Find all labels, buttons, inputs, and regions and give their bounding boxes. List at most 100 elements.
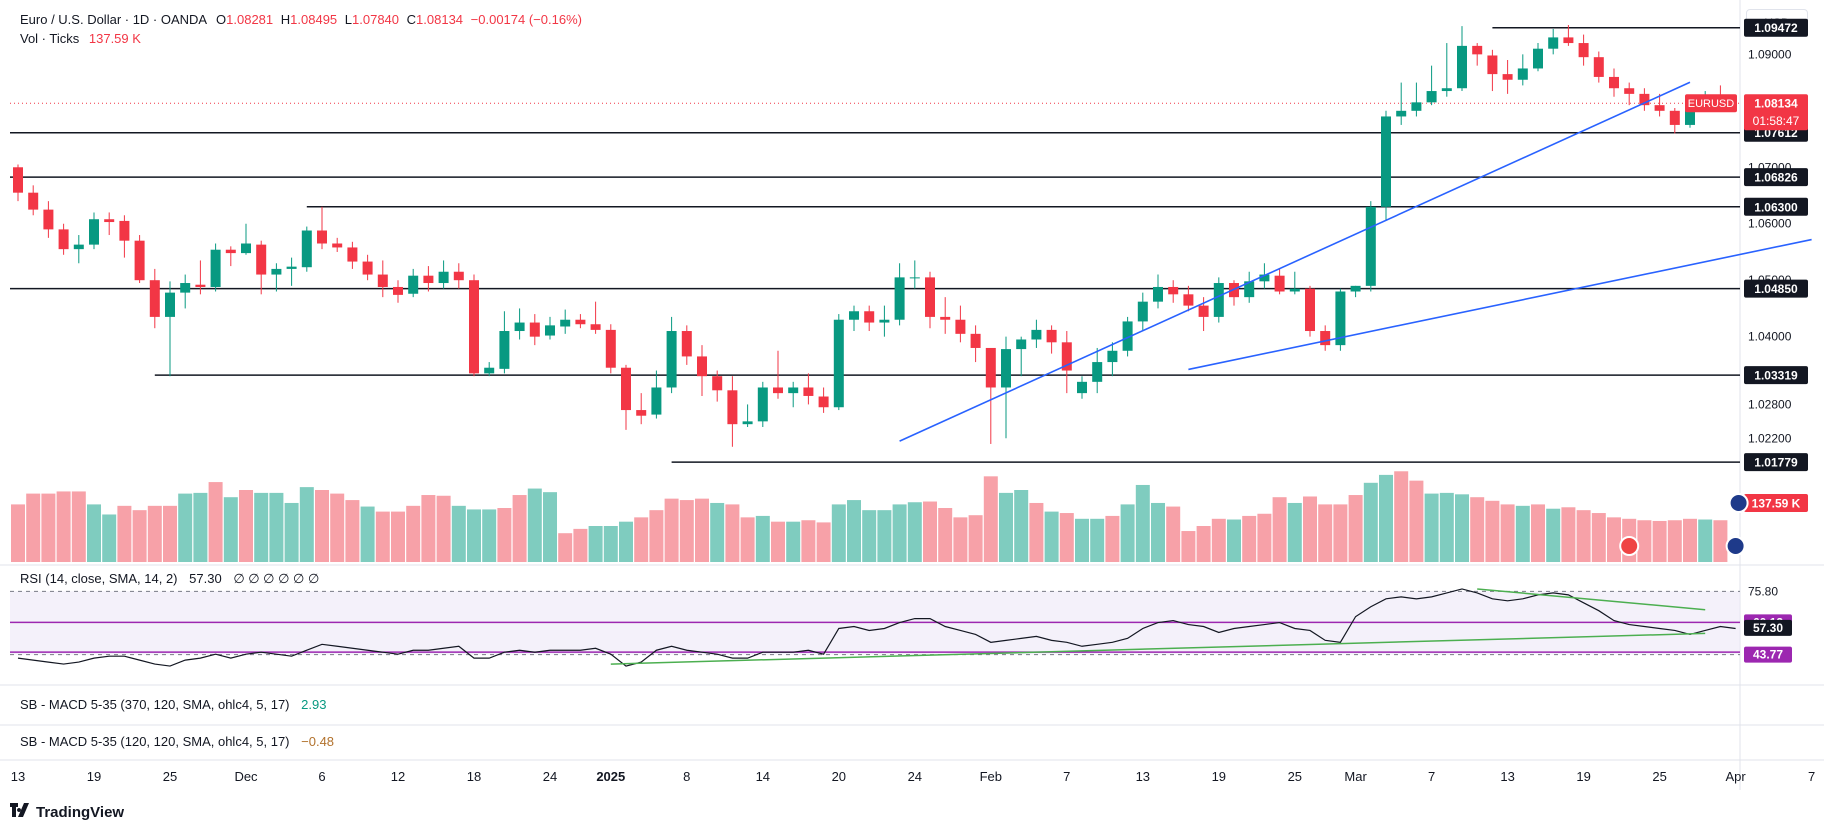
volume-bar bbox=[892, 504, 907, 562]
volume-bars bbox=[11, 471, 1728, 562]
volume-bar bbox=[1531, 504, 1545, 562]
volume-bar bbox=[1515, 505, 1530, 562]
candle-body bbox=[1639, 93, 1650, 106]
macd1-legend[interactable]: SB - MACD 5-35 (370, 120, SMA, ohlc4, 5,… bbox=[20, 697, 326, 712]
volume-bar bbox=[664, 498, 679, 562]
volume-bar bbox=[588, 526, 603, 562]
volume-bar bbox=[816, 522, 831, 562]
tradingview-logo[interactable]: TradingView bbox=[10, 803, 124, 821]
candle-body bbox=[1411, 102, 1422, 111]
volume-bar bbox=[695, 498, 709, 562]
volume-bar bbox=[56, 491, 71, 562]
time-tick-label: Mar bbox=[1344, 769, 1367, 784]
tradingview-logo-icon bbox=[10, 803, 32, 821]
volume-bar bbox=[1029, 502, 1044, 562]
rsi-tick-label: 75.80 bbox=[1748, 584, 1778, 598]
candle-body bbox=[165, 292, 175, 317]
candle-body bbox=[1654, 105, 1665, 111]
candle-body bbox=[757, 387, 768, 422]
volume-bar bbox=[1713, 520, 1728, 562]
candle-body bbox=[909, 277, 920, 279]
volume-bar bbox=[254, 492, 269, 562]
volume-bar bbox=[360, 506, 375, 562]
volume-bar bbox=[968, 515, 983, 562]
volume-bar bbox=[831, 504, 846, 562]
volume-bar bbox=[178, 493, 193, 562]
volume-bar bbox=[299, 487, 314, 562]
volume-bar bbox=[315, 490, 329, 562]
candle-body bbox=[1016, 339, 1027, 350]
volume-bar bbox=[1348, 495, 1363, 562]
volume-bar bbox=[208, 482, 223, 562]
candle-body bbox=[1107, 350, 1118, 363]
level-badge-label: 1.09472 bbox=[1754, 21, 1798, 35]
candle-body bbox=[73, 244, 84, 250]
price-tick-label: 1.02200 bbox=[1748, 431, 1792, 445]
volume-bar bbox=[1561, 507, 1576, 562]
volume-bar bbox=[482, 509, 497, 562]
event-flag-icon bbox=[1725, 536, 1746, 556]
candle-body bbox=[1153, 286, 1163, 302]
rsi-badge bbox=[1744, 619, 1792, 636]
candle-body bbox=[317, 230, 327, 244]
candle-body bbox=[43, 209, 54, 230]
volume-bar bbox=[1120, 504, 1135, 562]
candle-body bbox=[195, 284, 206, 287]
volume-bar bbox=[1485, 500, 1500, 562]
level-badge bbox=[1744, 279, 1808, 298]
event-icons bbox=[1619, 493, 1749, 556]
volume-bar bbox=[938, 508, 953, 562]
time-tick-label: 18 bbox=[467, 769, 481, 784]
volume-bar bbox=[1591, 513, 1606, 562]
rsi-legend[interactable]: RSI (14, close, SMA, 14, 2) 57.30 ∅ ∅ ∅ … bbox=[20, 571, 319, 587]
candle-body bbox=[423, 275, 434, 284]
volume-bar bbox=[1409, 480, 1424, 562]
time-tick-label: 25 bbox=[1288, 769, 1302, 784]
candle-body bbox=[225, 249, 236, 254]
current-price-badge bbox=[1744, 94, 1808, 131]
candle-body bbox=[712, 376, 723, 391]
candle-body bbox=[773, 387, 783, 394]
time-tick-label: 20 bbox=[832, 769, 846, 784]
volume-legend-label[interactable]: Vol · Ticks bbox=[20, 31, 80, 46]
trendlines bbox=[899, 81, 1812, 442]
volume-bar bbox=[1090, 518, 1105, 562]
candle-body bbox=[1001, 349, 1011, 388]
candle-body bbox=[651, 387, 662, 415]
time-tick-label: 24 bbox=[543, 769, 557, 784]
candle-body bbox=[1031, 329, 1042, 340]
candle-body bbox=[1122, 321, 1133, 351]
candle-body bbox=[1259, 274, 1270, 282]
volume-bar bbox=[1166, 506, 1181, 562]
volume-bar bbox=[132, 510, 147, 562]
volume-bar bbox=[907, 502, 922, 562]
level-badge-label: 1.06300 bbox=[1754, 200, 1798, 214]
price-change: −0.00174 (−0.16%) bbox=[470, 12, 582, 27]
candle-body bbox=[377, 274, 388, 287]
level-badge bbox=[1744, 366, 1808, 385]
macd2-legend[interactable]: SB - MACD 5-35 (120, 120, SMA, ohlc4, 5,… bbox=[20, 734, 334, 749]
symbol-title[interactable]: Euro / U.S. Dollar · 1D · OANDA bbox=[20, 12, 207, 27]
rsi-resistance-trendline bbox=[1477, 588, 1706, 611]
candle-body bbox=[849, 311, 859, 320]
close-price: C1.08134 bbox=[406, 12, 464, 27]
level-badge bbox=[1744, 168, 1808, 187]
volume-bar bbox=[1607, 517, 1621, 562]
candle-body bbox=[1274, 275, 1285, 292]
volume-bar bbox=[147, 505, 162, 562]
volume-bar bbox=[102, 514, 117, 562]
candle-body bbox=[560, 319, 571, 327]
candle-body bbox=[788, 387, 799, 394]
candle-body bbox=[149, 280, 160, 317]
candle-body bbox=[894, 277, 905, 320]
candle-body bbox=[636, 410, 647, 416]
volume-bar bbox=[1075, 518, 1089, 562]
volume-bar bbox=[603, 526, 618, 562]
volume-bar bbox=[1196, 526, 1211, 562]
candle-body bbox=[742, 421, 753, 425]
candle-body bbox=[1168, 286, 1179, 295]
candle-body bbox=[393, 286, 403, 295]
axes: 1.090001.080001.070001.060001.050001.040… bbox=[11, 18, 1815, 784]
rsi-legend-value: 57.30 bbox=[189, 571, 222, 586]
